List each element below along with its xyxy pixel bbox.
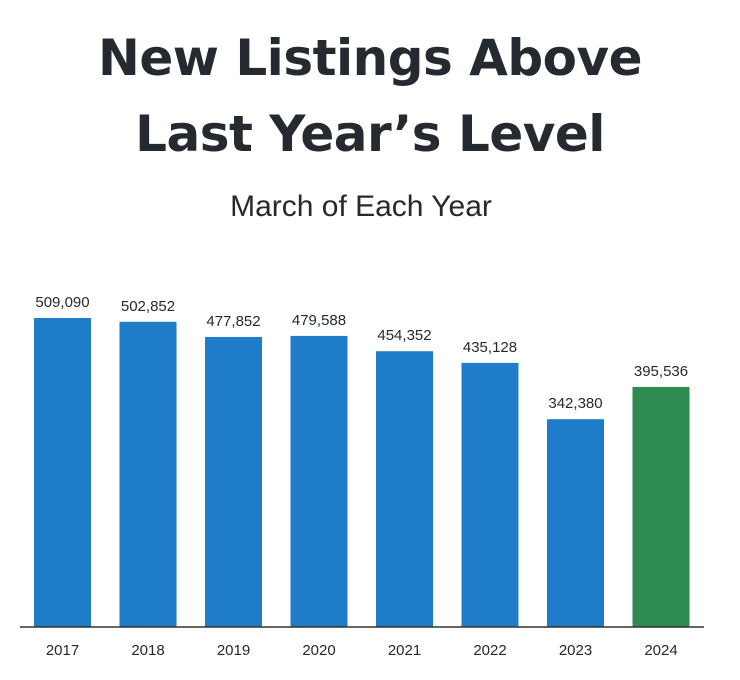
x-tick-label-2023: 2023 xyxy=(559,642,592,659)
title-line-1: New Listings Above xyxy=(97,29,643,87)
value-label-2018: 502,852 xyxy=(121,298,175,315)
chart-subtitle: March of Each Year xyxy=(230,190,492,223)
bar-2018 xyxy=(119,321,177,627)
value-label-2023: 342,380 xyxy=(548,395,602,412)
x-tick-label-2017: 2017 xyxy=(46,642,79,659)
chart-title: New Listings Above Last Year’s Level xyxy=(0,20,740,172)
bar-2024 xyxy=(632,386,690,627)
bar-2022 xyxy=(461,362,519,627)
value-label-2022: 435,128 xyxy=(463,339,517,356)
x-tick-label-2024: 2024 xyxy=(644,642,677,659)
x-tick-label-2018: 2018 xyxy=(131,642,164,659)
value-label-2021: 454,352 xyxy=(377,327,431,344)
x-tick-label-2019: 2019 xyxy=(217,642,250,659)
x-tick-label-2021: 2021 xyxy=(388,642,421,659)
value-label-2020: 479,588 xyxy=(292,312,346,329)
value-label-2019: 477,852 xyxy=(206,313,260,330)
bar-2017 xyxy=(34,318,91,627)
bar-2021 xyxy=(376,351,433,627)
value-label-2024: 395,536 xyxy=(634,363,688,380)
bar-2020 xyxy=(290,335,348,627)
value-label-2017: 509,090 xyxy=(35,294,89,311)
x-tick-label-2020: 2020 xyxy=(302,642,335,659)
bar-2023 xyxy=(547,419,604,627)
bar-2019 xyxy=(205,336,262,627)
x-tick-label-2022: 2022 xyxy=(473,642,506,659)
title-line-2: Last Year’s Level xyxy=(135,105,605,163)
